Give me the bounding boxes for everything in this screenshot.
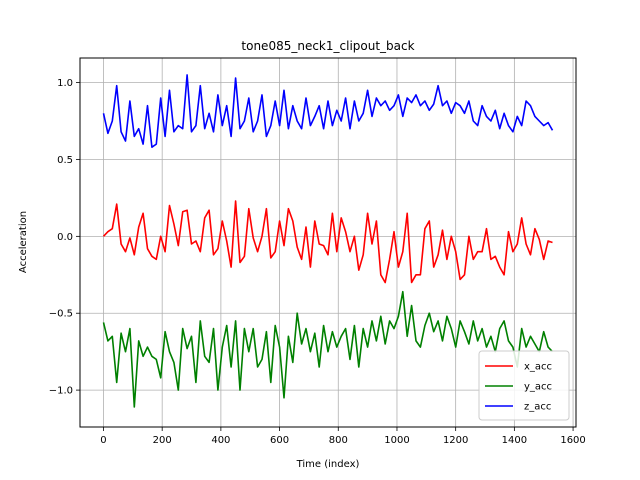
x-tick-label: 600 xyxy=(270,435,289,446)
x-tick-label: 200 xyxy=(153,435,172,446)
x-tick-label: 0 xyxy=(100,435,106,446)
x-tick-label: 1400 xyxy=(502,435,527,446)
legend-label-z-acc: z_acc xyxy=(524,402,551,413)
series-lines xyxy=(102,74,554,408)
legend-box xyxy=(478,350,570,421)
legend-label-y-acc: y_acc xyxy=(524,382,552,393)
legend: x_acc y_acc z_acc xyxy=(478,350,570,421)
y-tick-label: 1.0 xyxy=(57,78,73,89)
x-tick-label: 800 xyxy=(329,435,348,446)
x-tick-label: 1600 xyxy=(560,435,585,446)
y-tick-label: −1.0 xyxy=(49,386,73,397)
x-tick-label: 1000 xyxy=(384,435,409,446)
y-tick-label: 0.5 xyxy=(57,155,73,166)
legend-label-x-acc: x_acc xyxy=(524,362,552,373)
x-axis-label: Time (index) xyxy=(296,459,360,470)
x-tick-label: 400 xyxy=(211,435,230,446)
axis-ticks: 0 200 400 600 800 1000 1200 1400 1600 −1.0 −0.5 0.0… xyxy=(49,78,586,446)
x-tick-label: 1200 xyxy=(443,435,468,446)
plot-frame xyxy=(79,57,577,428)
y-tick-label: 0.0 xyxy=(57,232,73,243)
series-line-z-acc xyxy=(102,74,554,148)
series-line-y-acc xyxy=(102,290,554,408)
series-line-x-acc xyxy=(102,200,553,284)
chart-title: tone085_neck1_clipout_back xyxy=(241,39,414,53)
y-axis-label: Acceleration xyxy=(18,211,29,273)
y-tick-label: −0.5 xyxy=(49,309,73,320)
